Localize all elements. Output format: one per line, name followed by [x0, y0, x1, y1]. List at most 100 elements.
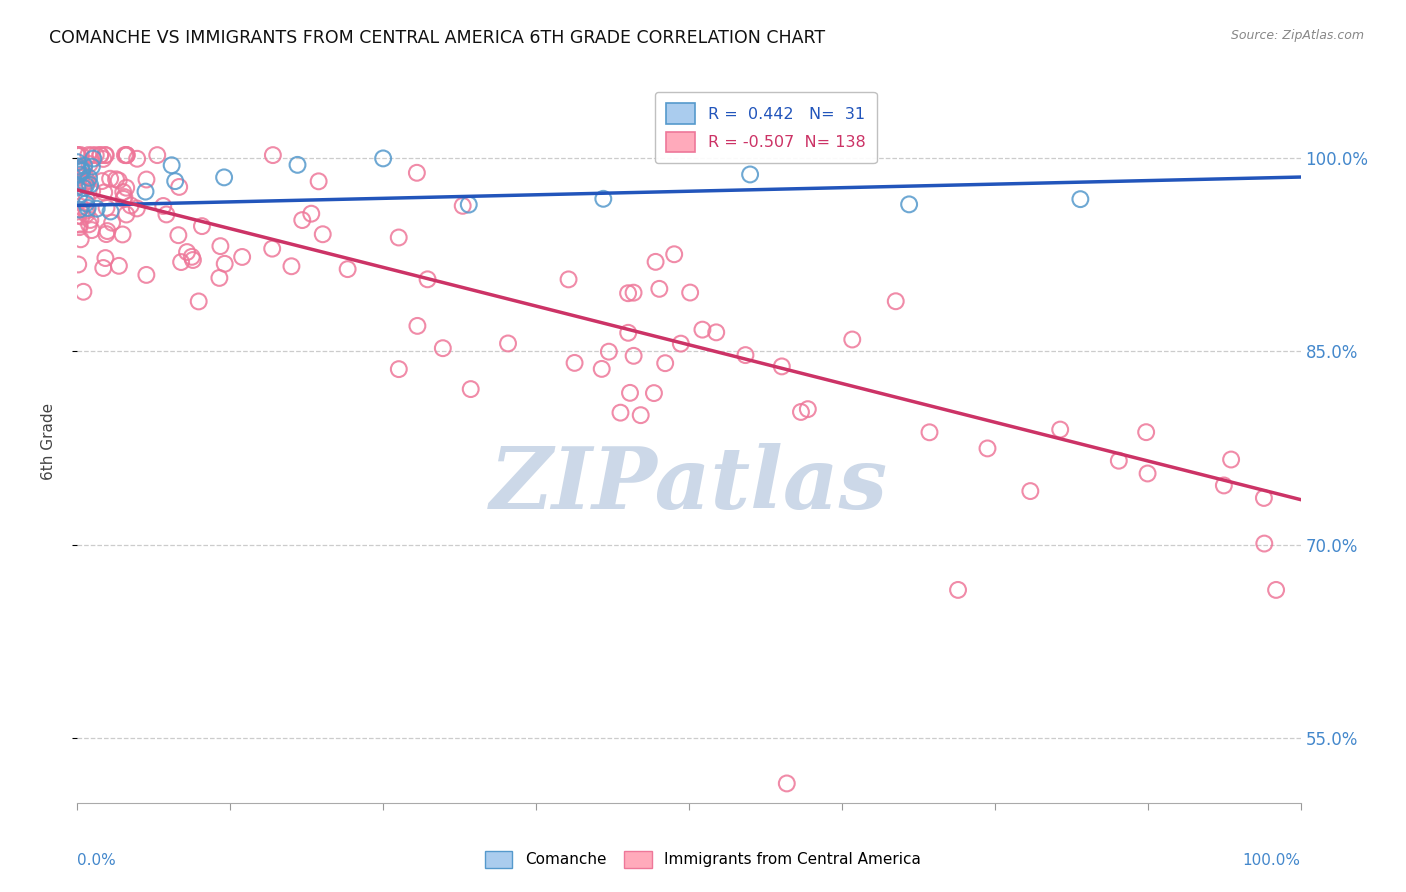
Point [120, 198, 142, 212]
Point [67, 189, 90, 203]
Point [176, 245, 198, 260]
Point [125, 202, 148, 216]
Point [592, 192, 614, 206]
Point [155, 207, 177, 221]
Point [146, 148, 169, 162]
Point [75, 207, 97, 221]
Point [115, 180, 138, 194]
Point [1253, 491, 1275, 505]
Point [69, 199, 91, 213]
Point [643, 386, 665, 401]
Point [1049, 423, 1071, 437]
Point [115, 148, 138, 162]
Point [82, 152, 104, 166]
Point [214, 257, 236, 271]
Point [776, 776, 799, 790]
Point [617, 286, 640, 301]
Point [1019, 484, 1042, 499]
Point [72, 177, 94, 191]
Point [134, 185, 156, 199]
Point [1069, 192, 1091, 206]
Point [416, 272, 439, 286]
Point [135, 268, 157, 282]
Point [115, 148, 138, 162]
Point [75, 176, 97, 190]
Point [70, 148, 93, 162]
Point [75, 196, 97, 211]
Point [89, 148, 111, 162]
Point [69, 220, 91, 235]
Y-axis label: 6th Grade: 6th Grade [42, 403, 56, 480]
Point [82, 184, 104, 198]
Point [1212, 478, 1234, 492]
Point [598, 344, 620, 359]
Point [73, 181, 96, 195]
Point [67, 170, 90, 185]
Text: COMANCHE VS IMMIGRANTS FROM CENTRAL AMERICA 6TH GRADE CORRELATION CHART: COMANCHE VS IMMIGRANTS FROM CENTRAL AMER… [49, 29, 825, 46]
Point [790, 405, 813, 419]
Point [94, 251, 117, 265]
Text: 100.0%: 100.0% [1243, 854, 1301, 869]
Point [76, 201, 98, 215]
Point [115, 207, 138, 221]
Point [114, 148, 136, 162]
Point [69, 218, 91, 232]
Point [79, 157, 101, 171]
Point [734, 348, 756, 362]
Point [460, 382, 482, 396]
Point [96, 201, 118, 215]
Point [70, 160, 93, 174]
Text: ZIPatlas: ZIPatlas [489, 443, 889, 526]
Point [101, 216, 124, 230]
Point [557, 272, 579, 286]
Point [167, 180, 190, 194]
Point [299, 207, 322, 221]
Point [619, 385, 641, 400]
Point [152, 199, 174, 213]
Point [73, 161, 96, 175]
Point [371, 152, 394, 166]
Point [644, 255, 666, 269]
Point [181, 252, 204, 267]
Point [80, 223, 103, 237]
Point [70, 168, 93, 182]
Point [669, 336, 692, 351]
Point [84, 148, 107, 162]
Point [1265, 582, 1288, 597]
Point [262, 242, 284, 256]
Point [898, 197, 921, 211]
Point [66, 148, 89, 162]
Point [180, 250, 202, 264]
Text: 0.0%: 0.0% [77, 854, 117, 869]
Point [112, 190, 135, 204]
Point [770, 359, 793, 374]
Point [91, 174, 114, 188]
Point [388, 362, 411, 376]
Point [262, 148, 284, 162]
Point [191, 219, 214, 234]
Point [165, 174, 187, 188]
Point [107, 173, 129, 187]
Point [66, 155, 89, 169]
Point [94, 148, 117, 162]
Point [69, 232, 91, 246]
Point [105, 172, 128, 186]
Point [66, 180, 89, 194]
Point [679, 285, 702, 300]
Point [67, 148, 90, 162]
Point [70, 163, 93, 178]
Point [167, 228, 190, 243]
Point [66, 160, 89, 174]
Point [457, 197, 479, 211]
Point [112, 185, 135, 199]
Point [79, 213, 101, 227]
Point [69, 202, 91, 217]
Point [170, 255, 193, 269]
Point [692, 323, 714, 337]
Point [67, 179, 90, 194]
Point [976, 442, 998, 456]
Point [160, 158, 183, 172]
Point [388, 230, 411, 244]
Point [77, 217, 100, 231]
Point [80, 148, 103, 162]
